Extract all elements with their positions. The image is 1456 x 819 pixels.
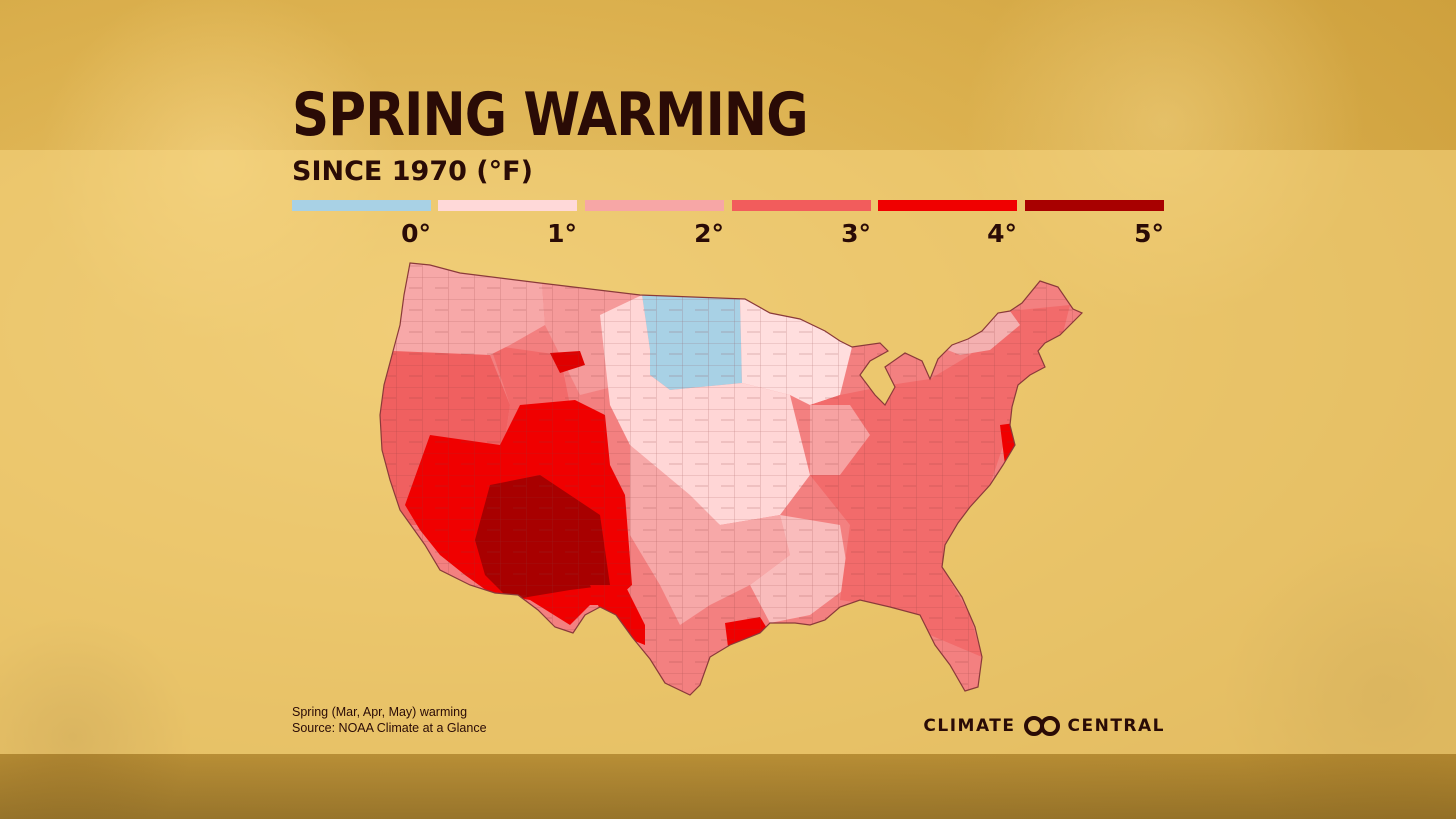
legend-tick-2: 2° bbox=[694, 219, 724, 248]
legend-tick-0: 0° bbox=[401, 219, 431, 248]
source-note: Spring (Mar, Apr, May) warming Source: N… bbox=[292, 704, 487, 736]
brand-left-text: CLIMATE bbox=[923, 716, 1016, 736]
map-regions bbox=[380, 263, 1082, 695]
legend-tick-4: 4° bbox=[987, 219, 1017, 248]
legend-tick-1: 1° bbox=[547, 219, 577, 248]
legend-swatch-5 bbox=[1025, 200, 1164, 211]
source-line-1: Spring (Mar, Apr, May) warming bbox=[292, 705, 468, 719]
page-title: SPRING WARMING bbox=[292, 80, 809, 150]
climate-central-logo-icon bbox=[1023, 716, 1060, 736]
legend-swatch-2 bbox=[585, 200, 724, 211]
legend-tick-5: 5° bbox=[1134, 219, 1164, 248]
brand-right-text: CENTRAL bbox=[1067, 716, 1165, 736]
legend-swatch-4 bbox=[878, 200, 1017, 211]
legend-swatch-1 bbox=[438, 200, 577, 211]
division-grid bbox=[380, 263, 1082, 695]
source-line-2: Source: NOAA Climate at a Glance bbox=[292, 721, 487, 735]
legend-tick-3: 3° bbox=[841, 219, 871, 248]
page-subtitle: SINCE 1970 (°F) bbox=[292, 156, 533, 187]
legend-swatch-3 bbox=[732, 200, 871, 211]
color-legend: 0° 1° 2° 3° 4° 5° bbox=[292, 200, 1164, 250]
climate-central-logo: CLIMATE CENTRAL bbox=[910, 714, 1165, 738]
legend-swatch-0 bbox=[292, 200, 431, 211]
us-warming-map bbox=[379, 262, 1083, 696]
bottom-band bbox=[0, 754, 1456, 819]
